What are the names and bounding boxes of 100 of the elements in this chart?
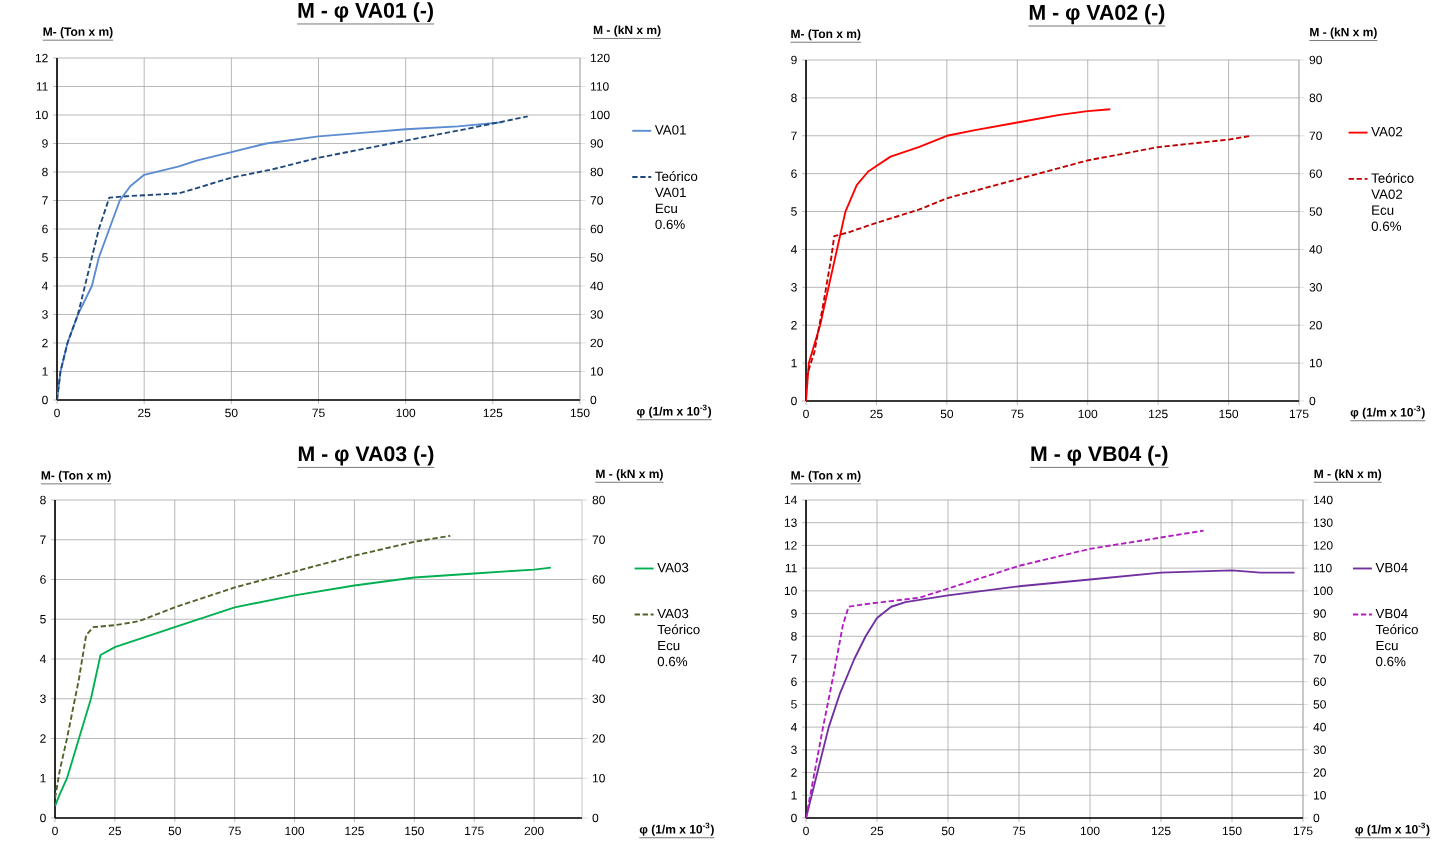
x-tick-label: 75 (228, 826, 241, 836)
x-tick-label: 175 (465, 826, 484, 836)
y2-tick-label: 60 (592, 575, 605, 584)
y-tick-label: 2 (42, 338, 48, 348)
y2-tick-label: 70 (590, 196, 603, 205)
x-tick-label: 175 (1289, 409, 1309, 419)
y2-axis-title: M - (kN x m) (1310, 27, 1377, 39)
y2-tick-label: 10 (592, 773, 605, 783)
y2-tick-label: 140 (1313, 495, 1333, 505)
y2-tick-label: 130 (1313, 518, 1333, 527)
x-tick-label: 125 (345, 826, 364, 836)
x-tick-label: 50 (940, 409, 954, 419)
y-tick-label: 4 (41, 281, 48, 291)
legend-label: Teórico VA01 Ecu 0.6% (654, 171, 698, 230)
y-tick-label: 8 (791, 93, 797, 103)
y2-axis-title: M - (kN x m) (1314, 469, 1382, 481)
y-tick-label: 3 (40, 694, 46, 703)
x-tick-label: 25 (108, 826, 122, 836)
y2-tick-label: 100 (1313, 586, 1333, 596)
y-tick-label: 11 (785, 564, 797, 573)
y-tick-label: 14 (784, 495, 797, 505)
y-axis-title: M- (Ton x m) (791, 470, 861, 482)
y2-tick-label: 0 (590, 395, 597, 405)
y-tick-label: 0 (791, 396, 797, 406)
x-tick-label: 125 (1149, 409, 1168, 419)
y-tick-label: 1 (40, 774, 46, 783)
y-tick-label: 4 (39, 654, 46, 664)
y-tick-label: 6 (42, 224, 48, 234)
x-tick-label: 125 (483, 408, 503, 418)
y2-tick-label: 110 (590, 82, 609, 91)
y2-tick-label: 90 (1309, 55, 1322, 65)
y2-tick-label: 40 (1309, 245, 1322, 254)
y2-tick-label: 80 (590, 167, 603, 177)
y-tick-label: 11 (36, 82, 48, 91)
y-tick-label: 0 (40, 813, 46, 823)
x-tick-label: 25 (138, 408, 151, 418)
x-tick-label: 175 (1293, 826, 1313, 836)
x-tick-label: 100 (396, 408, 416, 418)
y-axis-title: M- (Ton x m) (41, 470, 111, 482)
y2-tick-label: 40 (592, 654, 605, 664)
y2-tick-label: 70 (1309, 131, 1322, 141)
line-series (806, 569, 1296, 818)
y-axis-title: M- (Ton x m) (791, 29, 861, 41)
y2-tick-label: 30 (1309, 283, 1322, 292)
x-tick-label: 150 (405, 826, 424, 836)
x-axis-title: φ (1/m x 10$^{-3}$) (1350, 405, 1425, 419)
y-tick-label: 10 (784, 586, 797, 596)
x-tick-label: 25 (870, 409, 883, 419)
y-tick-label: 6 (791, 169, 797, 178)
y2-tick-label: 120 (1313, 541, 1333, 550)
y-tick-label: 10 (35, 110, 48, 120)
x-tick-label: 50 (941, 826, 955, 836)
x-tick-label: 125 (1151, 826, 1171, 836)
y-tick-label: 12 (784, 541, 797, 550)
y-tick-label: 7 (42, 196, 48, 205)
y-tick-label: 1 (791, 358, 797, 368)
y-tick-label: 1 (791, 791, 797, 800)
x-tick-label: 150 (570, 408, 590, 418)
x-tick-label: 0 (52, 826, 58, 836)
y-tick-label: 9 (791, 609, 797, 618)
y2-tick-label: 30 (590, 310, 603, 319)
y2-tick-label: 80 (1313, 632, 1326, 641)
y2-tick-label: 0 (1313, 813, 1320, 823)
x-tick-label: 150 (1219, 409, 1239, 419)
x-tick-label: 100 (1078, 409, 1098, 419)
y-tick-label: 5 (42, 253, 48, 262)
y-tick-label: 6 (791, 677, 797, 686)
y2-tick-label: 60 (1313, 677, 1326, 686)
x-tick-label: 100 (1080, 826, 1100, 836)
y2-tick-label: 30 (592, 694, 605, 703)
x-tick-label: 0 (54, 408, 60, 418)
y2-tick-label: 40 (1313, 722, 1326, 732)
y-tick-label: 3 (791, 745, 797, 755)
y2-tick-label: 0 (592, 813, 599, 823)
y-tick-label: 8 (791, 632, 797, 641)
x-tick-label: 200 (524, 826, 544, 836)
y-tick-label: 6 (40, 575, 46, 584)
y2-tick-label: 20 (1313, 768, 1326, 777)
y2-axis-title: M - (kN x m) (593, 25, 661, 37)
y-tick-label: 7 (791, 654, 797, 664)
y-axis-title: M- (Ton x m) (43, 27, 113, 39)
y-tick-label: 2 (40, 734, 46, 743)
y2-tick-label: 50 (590, 253, 603, 262)
legend-label: Teórico VA02 Ecu 0.6% (1371, 172, 1414, 231)
y2-tick-label: 90 (1313, 609, 1326, 618)
y-tick-label: 12 (35, 53, 48, 63)
y2-tick-label: 20 (592, 734, 605, 743)
y-tick-label: 7 (40, 535, 46, 544)
y-tick-label: 13 (784, 518, 797, 527)
y-tick-label: 3 (42, 310, 48, 319)
y2-tick-label: 50 (592, 614, 605, 624)
x-tick-label: 100 (285, 826, 305, 836)
x-tick-label: 150 (1222, 826, 1242, 836)
x-tick-label: 0 (803, 826, 809, 836)
legend-label: VA03 (657, 562, 689, 573)
y2-tick-label: 70 (592, 535, 605, 544)
x-tick-label: 75 (1012, 826, 1026, 836)
y2-tick-label: 80 (1309, 93, 1322, 103)
y-tick-label: 5 (791, 207, 797, 216)
y2-tick-label: 90 (590, 139, 603, 148)
